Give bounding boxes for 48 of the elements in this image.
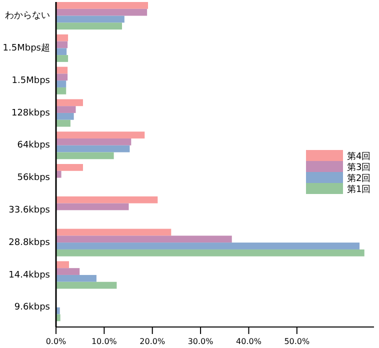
bar	[56, 106, 76, 113]
bar	[56, 2, 148, 9]
y-tick-label: 28.8kbps	[8, 238, 50, 248]
y-tick-label: わからない	[5, 11, 50, 22]
x-tick-label: 50.0%	[284, 337, 310, 346]
bar	[56, 228, 172, 236]
bar	[56, 55, 68, 62]
y-tick-label: 128kbps	[11, 108, 50, 118]
bar	[56, 274, 96, 282]
x-tick-label: 30.0%	[188, 337, 214, 346]
bar	[56, 145, 130, 152]
bar	[56, 236, 232, 243]
bar	[56, 242, 360, 250]
y-tick-label: 1.5Mbps	[12, 76, 50, 86]
legend-label: 第3回	[347, 162, 371, 173]
y-tick-label: 14.4kbps	[8, 270, 50, 280]
bar	[56, 261, 70, 268]
legend-label: 第4回	[347, 151, 371, 162]
x-tick-label: 10.0%	[91, 337, 118, 346]
bar	[56, 99, 83, 106]
bar	[56, 249, 364, 256]
bar	[56, 132, 145, 138]
bar	[56, 164, 83, 171]
bar	[56, 87, 66, 94]
bar	[56, 138, 132, 146]
x-tick-label: 40.0%	[236, 337, 262, 346]
y-tick-label: 64kbps	[17, 140, 50, 151]
bar	[56, 80, 66, 88]
bar	[56, 16, 124, 23]
bar	[56, 196, 158, 204]
bar	[56, 203, 129, 210]
x-tick-label: 20.0%	[140, 337, 166, 346]
bar	[56, 22, 122, 30]
bar	[56, 152, 114, 160]
y-tick-label: 1.5Mbps超	[2, 42, 50, 54]
x-tick-label: 0.0%	[46, 337, 67, 346]
bar	[56, 268, 80, 275]
bar	[56, 282, 117, 289]
y-tick-label: 56kbps	[17, 173, 50, 184]
y-tick-label: 9.6kbps	[14, 302, 50, 313]
bar	[56, 48, 67, 56]
bar	[56, 74, 68, 81]
bar	[56, 34, 68, 42]
bar	[56, 8, 148, 16]
legend-label: 第1回	[347, 184, 371, 195]
y-tick-label: 33.6kbps	[8, 205, 50, 216]
legend-label: 第2回	[347, 173, 371, 184]
bar	[56, 112, 74, 120]
